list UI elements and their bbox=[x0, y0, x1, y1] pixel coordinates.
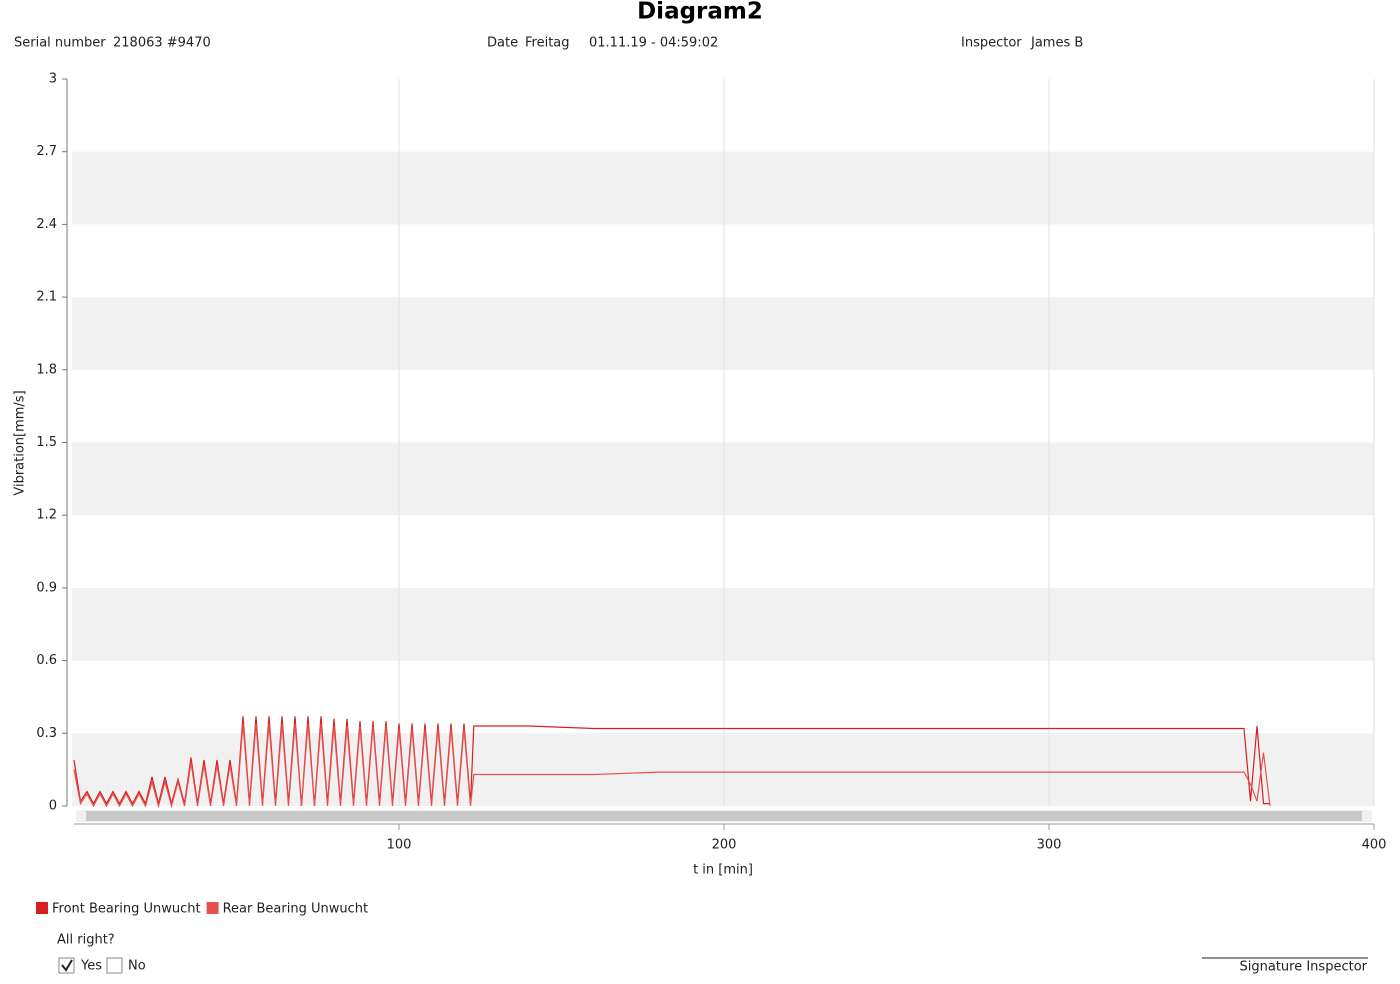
serial: 218063 #9470 bbox=[113, 36, 211, 51]
y-tick-label: 1.2 bbox=[36, 508, 57, 523]
y-tick-label: 1.8 bbox=[36, 362, 57, 377]
x-tick-label: 100 bbox=[387, 838, 412, 853]
legend-swatch bbox=[36, 902, 48, 914]
check-mark bbox=[61, 959, 73, 972]
serial-label: Serial number bbox=[14, 36, 106, 51]
inspector-label: Inspector bbox=[961, 36, 1022, 51]
no-checkbox[interactable] bbox=[106, 957, 123, 974]
y-tick-label: 0.6 bbox=[36, 653, 57, 668]
y-tick-label: 2.1 bbox=[36, 290, 57, 305]
scrollbar-thumb[interactable] bbox=[86, 811, 1362, 821]
y-tick-label: 0 bbox=[49, 799, 57, 814]
chart-title: Diagram2 bbox=[637, 0, 763, 25]
grid-band bbox=[72, 151, 1374, 225]
y-tick-label: 3 bbox=[49, 72, 57, 87]
date-label: Date bbox=[487, 36, 518, 51]
grid-band bbox=[72, 442, 1374, 516]
y-tick-label: 2.4 bbox=[36, 217, 57, 232]
x-axis-label: t in [min] bbox=[693, 863, 753, 878]
series-line bbox=[73, 723, 1271, 809]
y-axis-label: Vibration[mm/s] bbox=[13, 390, 28, 495]
grid-band bbox=[72, 587, 1374, 661]
x-tick-label: 400 bbox=[1362, 838, 1387, 853]
legend-label: Front Bearing Unwucht bbox=[52, 902, 201, 917]
question: All right? bbox=[57, 933, 115, 948]
grid-band bbox=[72, 297, 1374, 370]
inspector: James B bbox=[1030, 36, 1083, 51]
y-tick-label: 0.3 bbox=[36, 726, 57, 741]
y-tick-label: 1.5 bbox=[36, 435, 57, 450]
datetime: 01.11.19 - 04:59:02 bbox=[589, 36, 718, 51]
legend-swatch bbox=[206, 902, 219, 914]
x-tick-label: 200 bbox=[712, 838, 737, 853]
y-tick-label: 2.7 bbox=[36, 144, 57, 159]
legend-label: Rear Bearing Unwucht bbox=[223, 902, 368, 917]
no-label[interactable]: No bbox=[128, 959, 146, 974]
y-tick-label: 0.9 bbox=[36, 580, 57, 595]
day: Freitag bbox=[525, 36, 570, 51]
signature-label: Signature Inspector bbox=[1240, 960, 1368, 975]
x-tick-label: 300 bbox=[1037, 838, 1062, 853]
yes-label[interactable]: Yes bbox=[80, 959, 102, 974]
